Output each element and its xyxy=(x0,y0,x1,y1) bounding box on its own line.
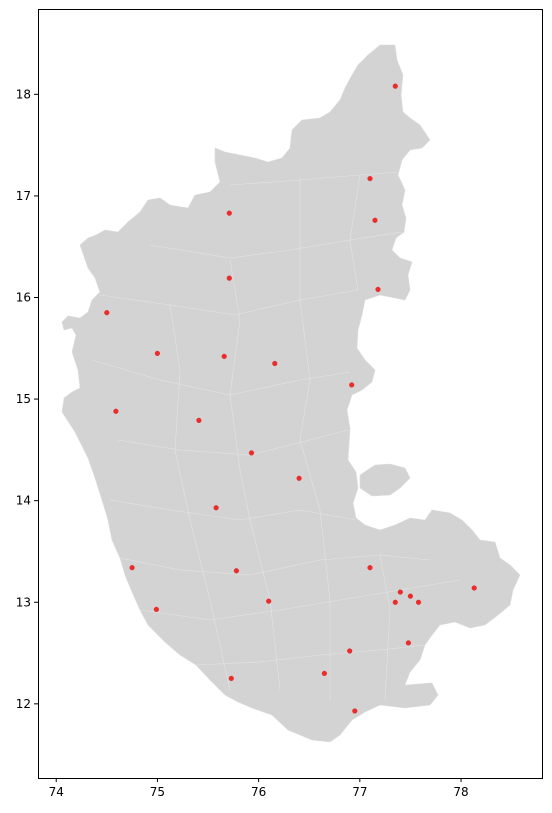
axes-border xyxy=(38,9,543,779)
y-tick-label: 12 xyxy=(16,697,31,711)
city-point-11 xyxy=(349,382,355,388)
x-tick-label: 75 xyxy=(150,785,165,799)
city-point-9 xyxy=(221,353,227,359)
x-axis: 74 75 76 77 78 xyxy=(49,778,469,799)
city-point-14 xyxy=(248,450,255,456)
y-tick-label: 16 xyxy=(16,291,31,305)
city-point-30 xyxy=(228,675,234,681)
y-tick-label: 15 xyxy=(16,392,31,406)
y-tick-label: 17 xyxy=(16,189,31,203)
city-point-28 xyxy=(347,648,353,654)
city-point-12 xyxy=(113,408,119,414)
x-tick-label: 74 xyxy=(49,785,64,799)
plot-frame xyxy=(38,9,543,779)
city-point-7 xyxy=(104,310,110,316)
y-tick-label: 13 xyxy=(16,595,31,609)
city-point-13 xyxy=(196,417,202,423)
city-point-21 xyxy=(397,589,403,595)
city-point-27 xyxy=(405,640,411,646)
city-point-29 xyxy=(321,670,327,676)
city-point-19 xyxy=(233,568,239,574)
city-point-2 xyxy=(367,176,373,182)
city-point-18 xyxy=(367,565,373,571)
x-tick-label: 77 xyxy=(352,785,367,799)
city-point-4 xyxy=(372,217,378,223)
state-outline xyxy=(61,44,521,743)
city-point-26 xyxy=(153,606,159,612)
x-tick-label: 76 xyxy=(251,785,266,799)
y-tick-label: 18 xyxy=(16,87,31,101)
y-axis: 12 13 14 15 16 17 18 xyxy=(16,87,38,711)
city-point-31 xyxy=(352,708,358,714)
city-point-16 xyxy=(213,505,219,511)
karnataka-region xyxy=(61,44,521,743)
city-point-6 xyxy=(375,286,381,292)
x-tick-label: 78 xyxy=(453,785,468,799)
city-point-10 xyxy=(272,360,278,367)
city-point-1 xyxy=(392,83,398,89)
city-point-17 xyxy=(129,565,135,571)
city-point-15 xyxy=(296,475,302,481)
city-point-20 xyxy=(471,585,477,591)
y-tick-label: 14 xyxy=(16,494,31,508)
state-enclave xyxy=(359,463,411,497)
city-point-3 xyxy=(226,210,232,216)
city-point-22 xyxy=(407,593,413,599)
city-point-5 xyxy=(226,275,232,281)
city-point-23 xyxy=(266,598,272,604)
city-points xyxy=(104,83,477,714)
city-point-8 xyxy=(154,350,160,356)
city-point-24 xyxy=(392,599,398,605)
city-point-25 xyxy=(415,599,422,605)
